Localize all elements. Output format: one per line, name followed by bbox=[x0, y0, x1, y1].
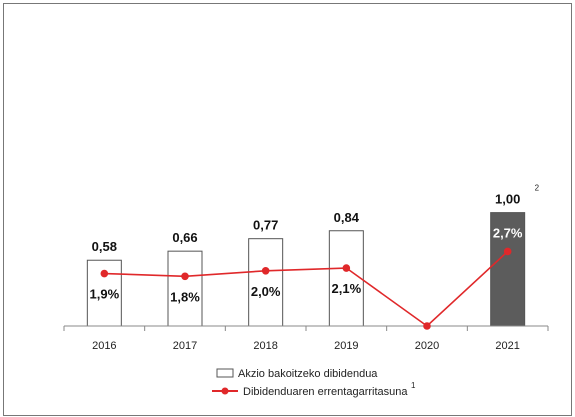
bar-value-label: 0,77 bbox=[253, 218, 278, 233]
bar-2018 bbox=[248, 238, 284, 327]
bar-value-label: 0,84 bbox=[334, 210, 360, 225]
legend-bar-swatch bbox=[216, 368, 234, 378]
yield-point-2017 bbox=[181, 272, 189, 281]
bar-value-label: 0,66 bbox=[172, 230, 197, 245]
x-tick-label: 2020 bbox=[415, 340, 439, 352]
yield-point-2016 bbox=[100, 269, 109, 278]
legend-line-marker bbox=[221, 387, 229, 395]
bar-2017 bbox=[167, 250, 203, 327]
yield-point-label: 2,7% bbox=[493, 225, 523, 240]
x-tick-label: 2016 bbox=[92, 340, 116, 352]
yield-point-label: 2,0% bbox=[251, 284, 281, 299]
data-labels: 0,58 0,66 0,77 0,84 1,00 2 1,9% 1,8% 2,0% 2,1% 2,7… bbox=[90, 184, 540, 305]
yield-point-label: 1,8% bbox=[170, 289, 200, 304]
bar-2021 bbox=[490, 212, 526, 327]
x-tick-label: 2017 bbox=[173, 340, 197, 352]
x-tick-labels: 2016 2017 2018 2019 2020 2021 bbox=[92, 340, 520, 352]
yield-point-2018 bbox=[261, 266, 270, 275]
legend-bar-label: Akzio bakoitzeko dibidendua bbox=[238, 368, 378, 380]
yield-point-2020 bbox=[423, 322, 431, 330]
x-tick-label: 2021 bbox=[495, 340, 519, 352]
yield-point-2019 bbox=[342, 264, 351, 272]
line-series bbox=[100, 247, 512, 330]
yield-point-2021 bbox=[503, 247, 512, 256]
x-tick-marks bbox=[63, 326, 549, 331]
bar-2019 bbox=[328, 230, 364, 327]
yield-point-label: 1,9% bbox=[90, 287, 120, 302]
legend-line-label: Dibidenduaren errentagarritasuna bbox=[243, 386, 408, 398]
yield-point-label: 2,1% bbox=[332, 281, 362, 296]
bar-value-superscript: 2 bbox=[535, 184, 540, 193]
legend: Akzio bakoitzeko dibidendua Dibidenduare… bbox=[212, 368, 416, 398]
chart-frame bbox=[3, 3, 572, 416]
yield-line bbox=[104, 250, 509, 328]
bar-value-label: 0,58 bbox=[92, 239, 117, 254]
x-tick-label: 2019 bbox=[334, 340, 358, 352]
bar-series bbox=[86, 212, 526, 327]
legend-line-superscript: 1 bbox=[411, 381, 416, 390]
x-tick-label: 2018 bbox=[253, 340, 277, 352]
bar-value-label: 1,00 bbox=[495, 192, 520, 207]
